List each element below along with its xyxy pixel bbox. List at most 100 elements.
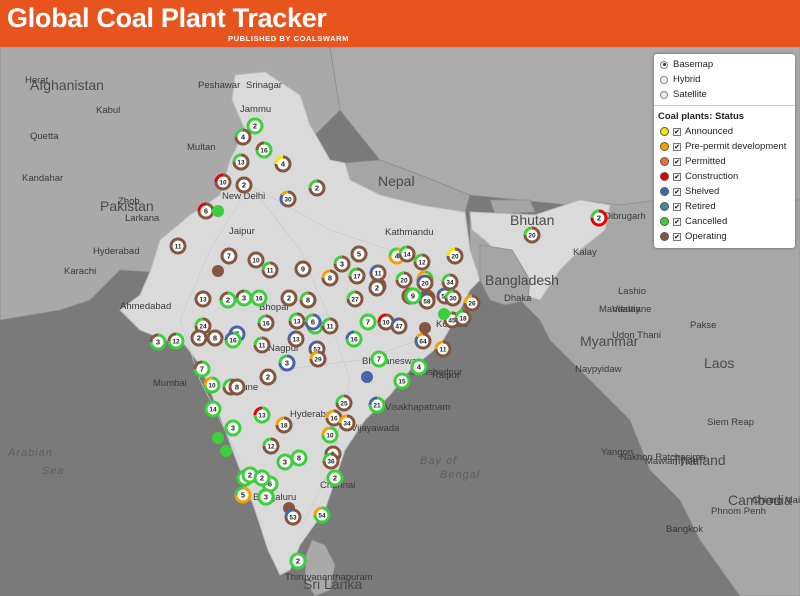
plant-cluster-marker[interactable]: 13 bbox=[253, 406, 271, 424]
single-plant-dot[interactable] bbox=[212, 432, 224, 444]
plant-cluster-marker[interactable]: 47 bbox=[390, 317, 408, 335]
plant-cluster-marker[interactable]: 5 bbox=[234, 486, 252, 504]
checkbox-icon[interactable]: ✔ bbox=[673, 172, 681, 181]
checkbox-icon[interactable]: ✔ bbox=[673, 157, 681, 166]
plant-cluster-marker[interactable]: 9 bbox=[294, 260, 312, 278]
radio-icon[interactable] bbox=[660, 60, 668, 69]
plant-cluster-marker[interactable] bbox=[212, 432, 224, 444]
plant-cluster-marker[interactable] bbox=[220, 445, 232, 457]
plant-cluster-marker[interactable]: 3 bbox=[276, 453, 294, 471]
plant-cluster-marker[interactable]: 4 bbox=[410, 358, 428, 376]
plant-cluster-marker[interactable]: 34 bbox=[338, 414, 356, 432]
plant-cluster-marker[interactable]: 2 bbox=[368, 279, 386, 297]
status-row-retired[interactable]: ✔ Retired bbox=[654, 199, 795, 214]
plant-cluster-marker[interactable]: 21 bbox=[368, 396, 386, 414]
plant-cluster-marker[interactable]: 13 bbox=[287, 330, 305, 348]
plant-cluster-marker[interactable]: 16 bbox=[224, 331, 242, 349]
single-plant-dot[interactable] bbox=[212, 265, 224, 277]
status-row-construction[interactable]: ✔ Construction bbox=[654, 169, 795, 184]
plant-cluster-marker[interactable]: 16 bbox=[255, 141, 273, 159]
plant-cluster-marker[interactable]: 2 bbox=[280, 289, 298, 307]
plant-cluster-marker[interactable]: 5 bbox=[350, 245, 368, 263]
single-plant-dot[interactable] bbox=[361, 371, 373, 383]
plant-cluster-marker[interactable] bbox=[212, 265, 224, 277]
checkbox-icon[interactable]: ✔ bbox=[673, 232, 681, 241]
plant-cluster-marker[interactable] bbox=[419, 322, 431, 334]
status-row-shelved[interactable]: ✔ Shelved bbox=[654, 184, 795, 199]
plant-cluster-marker[interactable]: 3 bbox=[257, 488, 275, 506]
plant-cluster-marker[interactable]: 13 bbox=[194, 290, 212, 308]
plant-cluster-marker[interactable]: 16 bbox=[345, 330, 363, 348]
plant-cluster-marker[interactable]: 17 bbox=[348, 267, 366, 285]
plant-cluster-marker[interactable]: 8 bbox=[206, 329, 224, 347]
plant-cluster-marker[interactable]: 3 bbox=[235, 289, 253, 307]
plant-cluster-marker[interactable]: 20 bbox=[395, 271, 413, 289]
plant-cluster-marker[interactable]: 11 bbox=[321, 317, 339, 335]
plant-cluster-marker[interactable]: 2 bbox=[326, 469, 344, 487]
plant-cluster-marker[interactable] bbox=[438, 308, 450, 320]
plant-cluster-marker[interactable]: 2 bbox=[259, 368, 277, 386]
plant-cluster-marker[interactable]: 11 bbox=[261, 261, 279, 279]
plant-cluster-marker[interactable]: 25 bbox=[335, 394, 353, 412]
plant-cluster-marker[interactable]: 8 bbox=[321, 269, 339, 287]
plant-cluster-marker[interactable]: 12 bbox=[262, 437, 280, 455]
layer-option-hybrid[interactable]: Hybrid bbox=[654, 72, 795, 87]
plant-cluster-marker[interactable]: 3 bbox=[149, 333, 167, 351]
checkbox-icon[interactable]: ✔ bbox=[673, 217, 681, 226]
status-row-operating[interactable]: ✔ Operating bbox=[654, 229, 795, 244]
status-row-cancelled[interactable]: ✔ Cancelled bbox=[654, 214, 795, 229]
layer-option-basemap[interactable]: Basemap bbox=[654, 57, 795, 72]
plant-cluster-marker[interactable]: 3 bbox=[278, 354, 296, 372]
status-row-announced[interactable]: ✔ Announced bbox=[654, 124, 795, 139]
plant-cluster-marker[interactable]: 18 bbox=[454, 309, 472, 327]
plant-cluster-marker[interactable]: 7 bbox=[193, 360, 211, 378]
plant-cluster-marker[interactable]: 36 bbox=[322, 452, 340, 470]
plant-cluster-marker[interactable]: 53 bbox=[284, 508, 302, 526]
plant-cluster-marker[interactable]: 8 bbox=[290, 449, 308, 467]
plant-cluster-marker[interactable]: 30 bbox=[279, 190, 297, 208]
checkbox-icon[interactable]: ✔ bbox=[673, 142, 681, 151]
plant-cluster-marker[interactable]: 13 bbox=[288, 312, 306, 330]
plant-cluster-marker[interactable]: 20 bbox=[523, 226, 541, 244]
plant-cluster-marker[interactable]: 7 bbox=[359, 313, 377, 331]
plant-cluster-marker[interactable]: 11 bbox=[369, 264, 387, 282]
plant-cluster-marker[interactable] bbox=[361, 371, 373, 383]
plant-cluster-marker[interactable]: 27 bbox=[346, 290, 364, 308]
plant-cluster-marker[interactable]: 4 bbox=[274, 155, 292, 173]
plant-cluster-marker[interactable]: 2 bbox=[253, 469, 271, 487]
single-plant-dot[interactable] bbox=[438, 308, 450, 320]
plant-cluster-marker[interactable]: 10 bbox=[203, 376, 221, 394]
checkbox-icon[interactable]: ✔ bbox=[673, 127, 681, 136]
plant-cluster-marker[interactable]: 2 bbox=[289, 552, 307, 570]
plant-cluster-marker[interactable]: 2 bbox=[190, 329, 208, 347]
plant-cluster-marker[interactable]: 2 bbox=[219, 291, 237, 309]
plant-cluster-marker[interactable]: 3 bbox=[224, 419, 242, 437]
plant-cluster-marker[interactable]: 2 bbox=[308, 179, 326, 197]
plant-cluster-marker[interactable]: 6 bbox=[304, 313, 322, 331]
plant-cluster-marker[interactable]: 2 bbox=[235, 176, 253, 194]
plant-cluster-marker[interactable] bbox=[212, 205, 224, 217]
radio-icon[interactable] bbox=[660, 75, 668, 84]
checkbox-icon[interactable]: ✔ bbox=[673, 202, 681, 211]
plant-cluster-marker[interactable]: 14 bbox=[398, 245, 416, 263]
plant-cluster-marker[interactable]: 7 bbox=[220, 247, 238, 265]
plant-cluster-marker[interactable]: 54 bbox=[313, 506, 331, 524]
plant-cluster-marker[interactable]: 20 bbox=[416, 274, 434, 292]
plant-cluster-marker[interactable]: 11 bbox=[169, 237, 187, 255]
checkbox-icon[interactable]: ✔ bbox=[673, 187, 681, 196]
plant-cluster-marker[interactable]: 8 bbox=[299, 291, 317, 309]
radio-icon[interactable] bbox=[660, 90, 668, 99]
plant-cluster-marker[interactable]: 10 bbox=[321, 426, 339, 444]
single-plant-dot[interactable] bbox=[212, 205, 224, 217]
plant-cluster-marker[interactable]: 16 bbox=[257, 314, 275, 332]
plant-cluster-marker[interactable]: 13 bbox=[232, 153, 250, 171]
plant-cluster-marker[interactable]: 4 bbox=[234, 128, 252, 146]
plant-cluster-marker[interactable]: 20 bbox=[446, 247, 464, 265]
status-row-permitted[interactable]: ✔ Permitted bbox=[654, 154, 795, 169]
plant-cluster-marker[interactable]: 7 bbox=[370, 350, 388, 368]
plant-cluster-marker[interactable]: 58 bbox=[418, 292, 436, 310]
plant-cluster-marker[interactable]: 26 bbox=[463, 294, 481, 312]
status-row-pre-permit-development[interactable]: ✔ Pre-permit development bbox=[654, 139, 795, 154]
single-plant-dot[interactable] bbox=[220, 445, 232, 457]
plant-cluster-marker[interactable]: 16 bbox=[250, 289, 268, 307]
